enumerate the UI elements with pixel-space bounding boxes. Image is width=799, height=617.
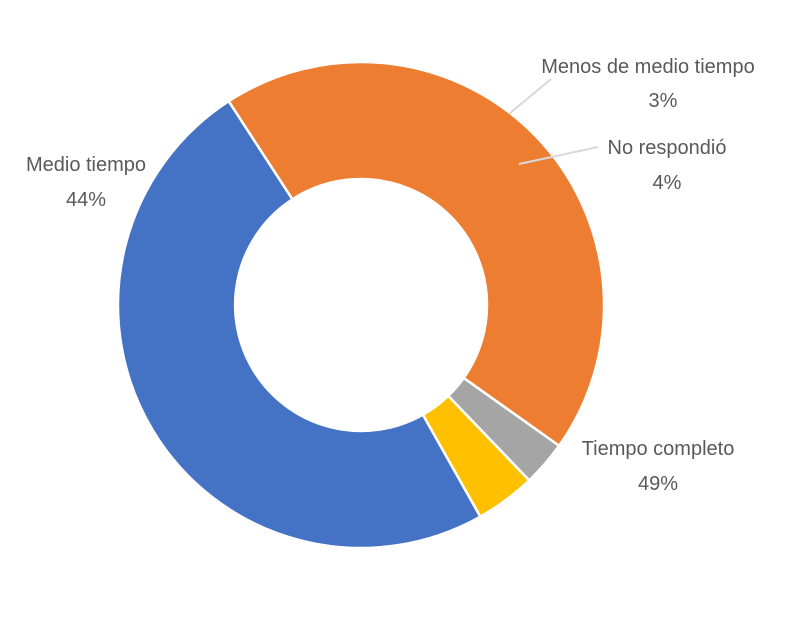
slice-pct-menos-de-medio-tiempo: 3% (649, 90, 678, 112)
data-label-menos-de-medio-tiempo: Menos de medio tiempo 3% (541, 56, 754, 112)
slice-medio-tiempo (226, 60, 606, 448)
slice-pct-no-respondio: 4% (653, 172, 682, 194)
data-label-medio-tiempo: Medio tiempo 44% (26, 154, 146, 211)
leader-line-no-respondio (518, 146, 599, 165)
slices-group (116, 60, 606, 550)
leader-lines (508, 78, 599, 165)
data-label-tiempo-completo: Tiempo completo 49% (582, 438, 735, 495)
slice-label-tiempo-completo: Tiempo completo (582, 438, 735, 460)
slice-label-medio-tiempo: Medio tiempo (26, 154, 146, 176)
slice-label-menos-de-medio-tiempo: Menos de medio tiempo (541, 56, 754, 78)
data-label-no-respondio: No respondió 4% (608, 137, 727, 194)
slice-pct-medio-tiempo: 44% (66, 189, 106, 211)
slice-tiempo-completo (116, 99, 482, 550)
slice-label-no-respondio: No respondió (608, 137, 727, 159)
leader-line-menos-de-medio-tiempo (508, 78, 552, 115)
slice-pct-tiempo-completo: 49% (638, 473, 678, 495)
